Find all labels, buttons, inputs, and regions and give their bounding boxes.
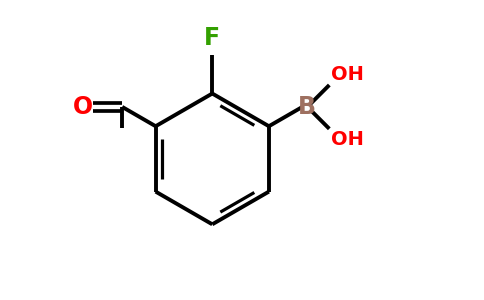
Text: O: O xyxy=(73,95,93,119)
Text: F: F xyxy=(204,26,220,50)
Text: OH: OH xyxy=(331,130,363,149)
Text: B: B xyxy=(298,95,316,119)
Text: OH: OH xyxy=(331,64,363,83)
